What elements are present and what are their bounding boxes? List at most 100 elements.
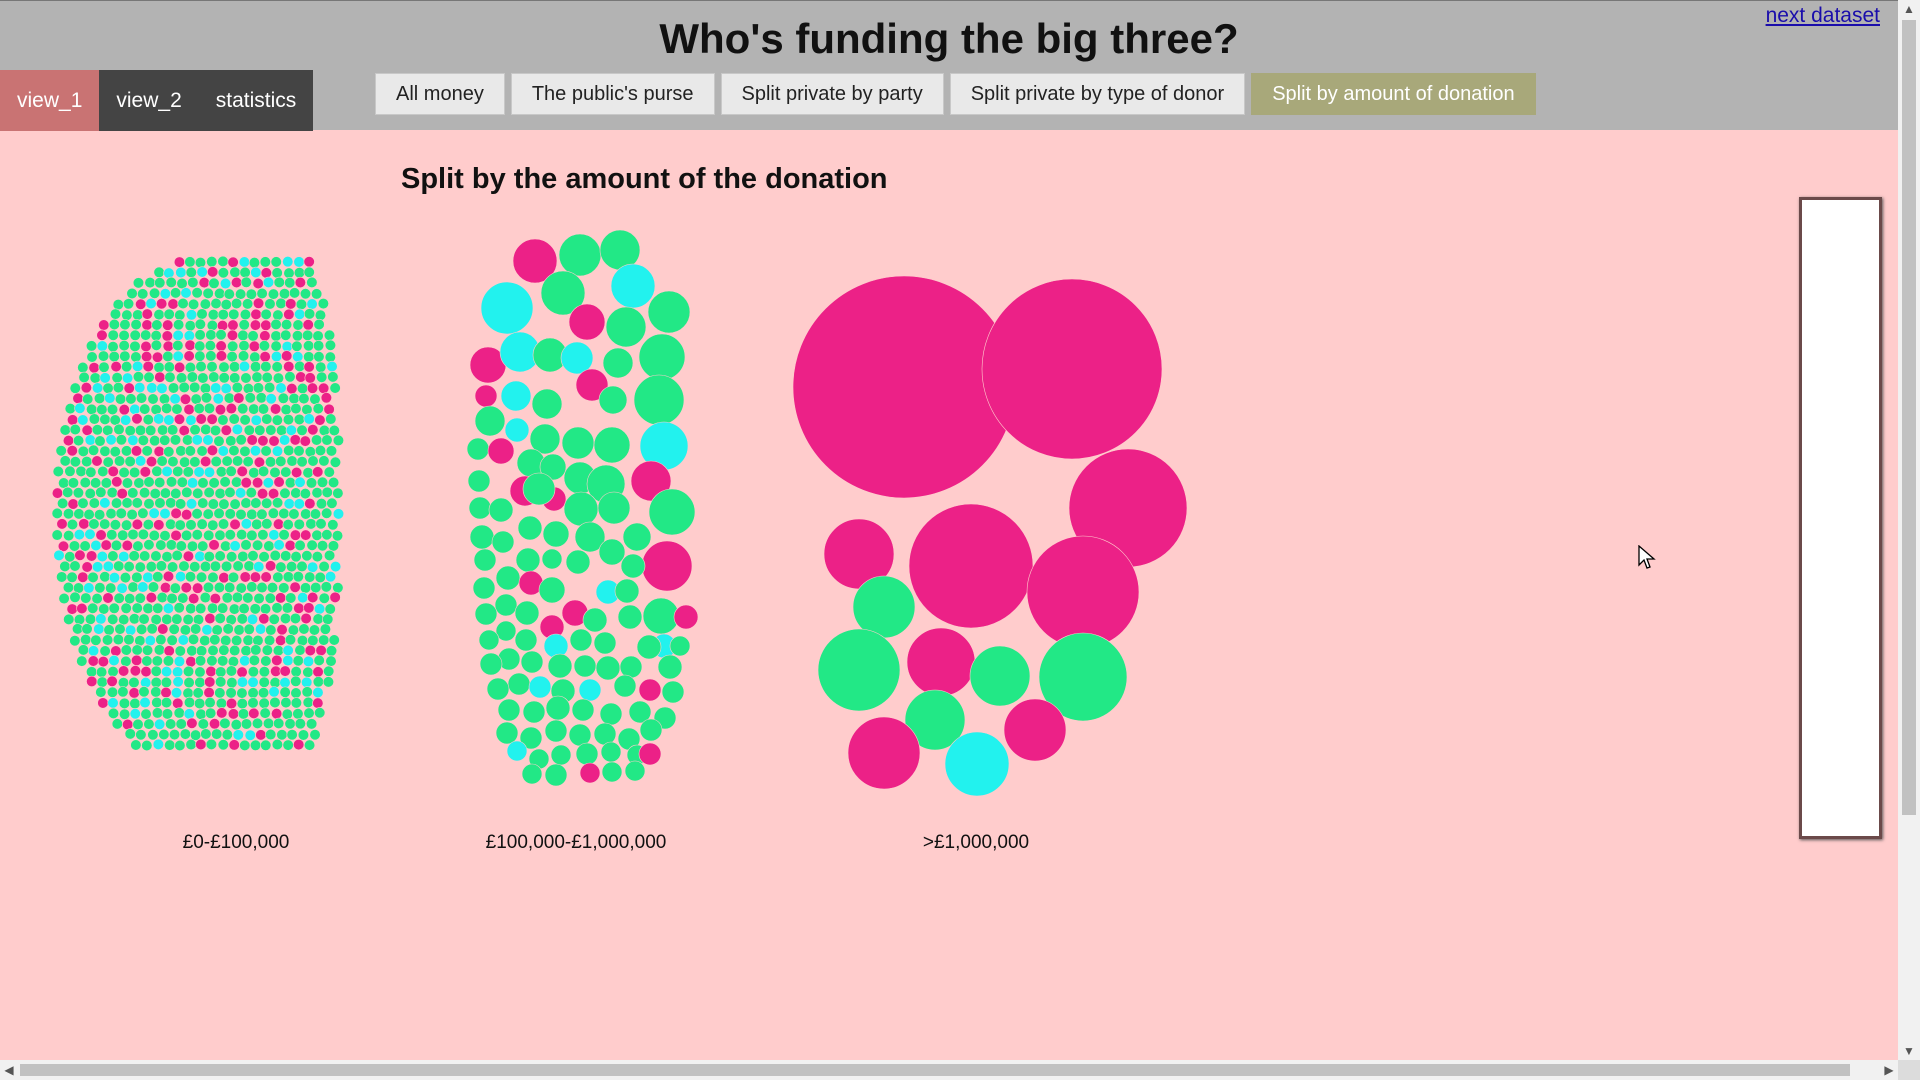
bubble[interactable] [229,540,241,552]
bubble[interactable] [151,465,163,477]
bubble[interactable] [217,308,229,321]
bubble[interactable] [253,561,265,573]
bubble[interactable] [186,477,199,489]
bubble[interactable] [85,340,98,352]
bubble[interactable] [113,455,126,467]
bubble[interactable] [231,476,243,488]
bubble[interactable] [227,319,239,331]
bubble[interactable] [216,707,228,719]
bubble[interactable] [77,445,89,457]
bubble[interactable] [215,340,227,352]
bubble[interactable] [62,508,75,520]
bubble[interactable] [246,434,258,446]
bubble[interactable] [93,392,106,404]
bubble[interactable] [285,592,297,604]
bubble[interactable] [102,424,114,436]
bubble[interactable] [170,487,182,500]
bubble[interactable] [150,339,163,351]
bubble[interactable] [185,498,198,510]
bubble[interactable] [327,371,339,383]
bubble[interactable] [151,696,163,709]
bubble[interactable] [188,593,200,605]
bubble[interactable] [230,719,242,731]
bubble[interactable] [329,591,341,603]
bubble[interactable] [326,497,338,509]
vertical-scroll-thumb[interactable] [1902,20,1916,815]
bubble[interactable] [275,592,287,604]
bubble[interactable] [311,288,323,300]
bubble[interactable] [196,445,208,457]
bubble[interactable] [194,350,206,362]
bubble[interactable] [293,413,305,426]
bubble[interactable] [185,414,197,426]
bubble[interactable] [250,644,262,656]
bubble[interactable] [116,582,128,594]
bubble[interactable] [239,414,251,426]
bubble[interactable] [605,306,647,348]
bubble[interactable] [226,551,238,563]
bubble[interactable] [282,571,295,583]
bubble[interactable] [303,602,315,614]
bubble[interactable] [321,434,333,446]
bubble[interactable] [479,652,503,676]
bubble[interactable] [118,697,131,709]
bubble[interactable] [167,424,179,436]
bubble[interactable] [207,519,219,531]
bubble[interactable] [229,498,241,510]
bubble[interactable] [792,275,1016,499]
bubble[interactable] [131,654,143,666]
bubble[interactable] [236,698,248,710]
bubble[interactable] [275,455,287,467]
bubble[interactable] [593,631,617,655]
bubble[interactable] [314,571,326,584]
bubble[interactable] [211,728,223,740]
bubble[interactable] [540,270,586,316]
bubble[interactable] [237,550,249,563]
bubble[interactable] [137,507,149,519]
bubble[interactable] [143,718,155,730]
bubble[interactable] [105,508,117,520]
bubble[interactable] [177,297,189,310]
bubble[interactable] [194,655,207,667]
bubble[interactable] [852,575,916,639]
bubble[interactable] [624,760,646,782]
bubble[interactable] [74,549,86,561]
bubble[interactable] [296,424,308,436]
bubble[interactable] [226,329,239,341]
bubble[interactable] [302,467,314,479]
bubble[interactable] [981,278,1163,460]
bubble[interactable] [323,403,335,415]
bubble[interactable] [320,392,332,404]
bubble[interactable] [185,738,197,751]
bubble[interactable] [187,298,200,310]
bubble[interactable] [144,277,156,289]
bubble[interactable] [290,675,302,687]
bubble[interactable] [307,634,319,647]
bubble[interactable] [303,256,315,268]
bubble[interactable] [325,413,337,425]
bubble[interactable] [293,498,305,510]
bubble[interactable] [278,582,290,594]
bubble[interactable] [136,623,148,635]
bubble[interactable] [261,371,273,384]
bubble[interactable] [318,560,330,573]
bubble[interactable] [238,319,250,331]
bubble[interactable] [495,721,519,745]
bubble[interactable] [158,393,171,405]
bubble[interactable] [231,455,244,467]
bubble[interactable] [151,351,164,363]
bubble[interactable] [100,477,112,489]
bubble[interactable] [119,350,131,362]
bubble[interactable] [169,582,181,594]
bubble[interactable] [316,476,329,488]
bubble[interactable] [249,445,262,457]
bubble[interactable] [278,288,291,300]
bubble[interactable] [199,591,211,604]
bubble[interactable] [246,613,259,625]
bubble[interactable] [264,298,276,310]
bubble[interactable] [322,676,335,688]
bubble[interactable] [280,329,292,341]
bubble[interactable] [283,308,295,321]
bubble[interactable] [214,612,226,624]
bubble[interactable] [204,612,216,625]
